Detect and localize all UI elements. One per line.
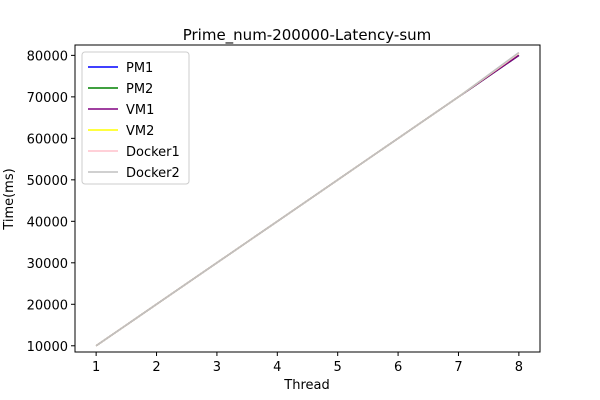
x-tick-label: 2	[152, 360, 160, 375]
y-tick-label: 30000	[27, 257, 68, 272]
y-tick-label: 60000	[27, 132, 68, 147]
x-tick-label: 1	[92, 360, 100, 375]
y-tick-label: 50000	[27, 174, 68, 189]
legend-label-pm1: PM1	[126, 61, 153, 76]
legend-label-pm2: PM2	[126, 82, 153, 97]
x-axis-title: Thread	[283, 378, 329, 393]
legend-label-vm2: VM2	[126, 124, 154, 139]
plot-area-frame	[74, 44, 541, 353]
legend-label-vm1: VM1	[126, 103, 154, 118]
y-axis-ticks: 10000 20000 30000 40000 50000 60000 70000 80000	[27, 49, 75, 355]
x-tick-label: 6	[394, 360, 402, 375]
chart-title: Prime_num-200000-Latency-sum	[183, 26, 432, 45]
y-tick-label: 20000	[27, 298, 68, 313]
legend-label-docker1: Docker1	[126, 145, 180, 160]
legend-items: PM1 PM2 VM1 VM2 Docker1 Docker2	[88, 61, 180, 181]
y-tick-label: 40000	[27, 215, 68, 230]
x-tick-label: 3	[213, 360, 221, 375]
y-tick-label: 10000	[27, 340, 68, 355]
plot-lines	[95, 51, 520, 347]
x-tick-label: 4	[273, 360, 281, 375]
legend: PM1 PM2 VM1 VM2 Docker1 Docker2	[81, 51, 190, 185]
series-line-docker2	[95, 51, 520, 347]
x-axis-ticks: 1 2 3 4 5 6 7 8	[92, 352, 523, 375]
y-tick-label: 80000	[27, 49, 68, 64]
x-tick-label: 8	[515, 360, 523, 375]
x-tick-label: 5	[334, 360, 342, 375]
y-axis-title: Time(ms)	[2, 168, 17, 230]
x-tick-label: 7	[454, 360, 462, 375]
legend-label-docker2: Docker2	[126, 166, 180, 181]
y-tick-label: 70000	[27, 91, 68, 106]
